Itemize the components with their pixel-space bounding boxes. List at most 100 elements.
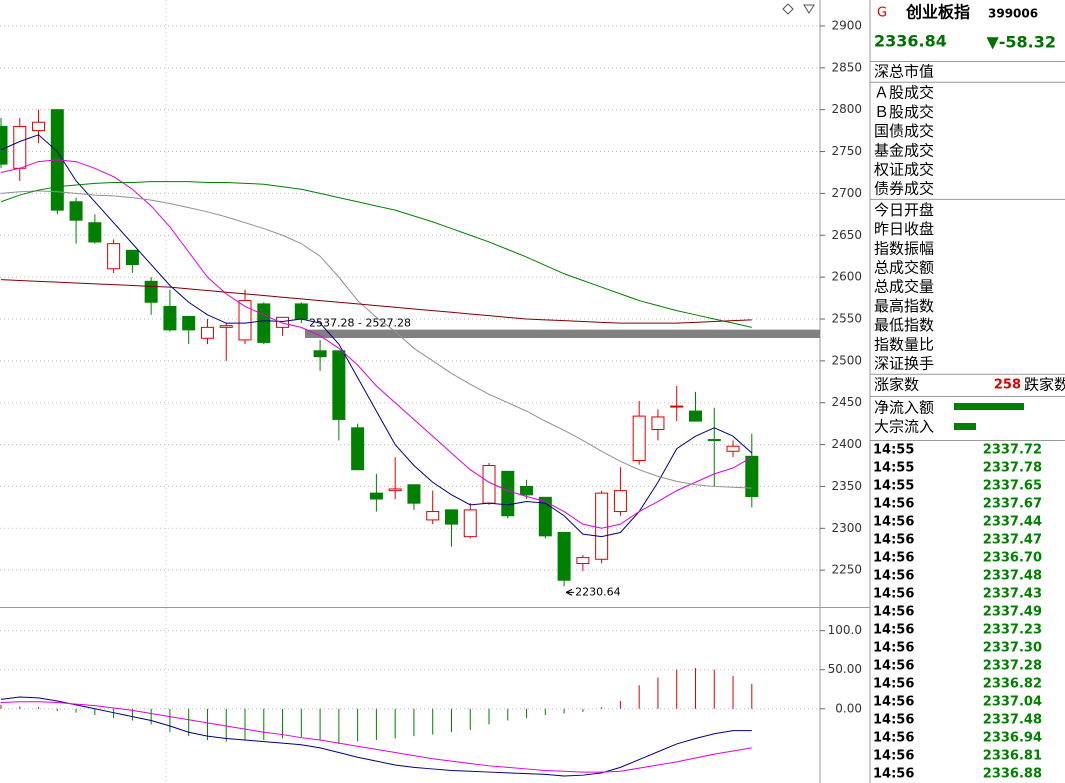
tick-price: 2337.78 bbox=[983, 461, 1042, 476]
candle-body bbox=[576, 557, 590, 564]
candle-body bbox=[726, 445, 740, 452]
y-tick-label: 2650 bbox=[831, 228, 862, 242]
line bbox=[0, 134, 753, 538]
tick-time: 14:56 bbox=[873, 551, 914, 566]
candle-body bbox=[388, 488, 402, 492]
candle-body bbox=[501, 470, 515, 517]
band-label: 2537.28 - 2527.28 bbox=[309, 317, 411, 330]
line bbox=[0, 190, 752, 489]
tick-time: 14:56 bbox=[873, 515, 914, 530]
y-tick-label: 2250 bbox=[831, 563, 862, 577]
tick-price: 2337.67 bbox=[983, 497, 1042, 512]
candle-body bbox=[557, 531, 571, 581]
field-label: 今日开盘 bbox=[874, 201, 934, 219]
candle-body bbox=[276, 316, 290, 328]
tick-time: 14:56 bbox=[873, 731, 914, 746]
index-name: 创业板指 bbox=[905, 3, 970, 22]
tick-price: 2337.04 bbox=[983, 695, 1042, 710]
candle-body bbox=[257, 303, 271, 343]
candle-body bbox=[707, 439, 721, 442]
y-tick-label: 2300 bbox=[831, 521, 862, 535]
index-code: 399006 bbox=[988, 7, 1038, 21]
tick-time: 14:56 bbox=[873, 497, 914, 512]
tick-price: 2337.43 bbox=[983, 587, 1042, 602]
tick-price: 2336.81 bbox=[983, 749, 1042, 764]
advance-count: 258 bbox=[994, 378, 1021, 393]
field-label: 深证换手 bbox=[874, 355, 934, 373]
candle-body bbox=[88, 222, 102, 243]
tick-time: 14:56 bbox=[873, 569, 914, 584]
flow-label: 净流入额 bbox=[874, 399, 934, 417]
field-label: 最低指数 bbox=[874, 316, 934, 334]
tick-price: 2337.48 bbox=[983, 713, 1042, 728]
candle-body bbox=[163, 305, 177, 331]
tick-price: 2337.47 bbox=[983, 533, 1042, 548]
field-label: 总成交额 bbox=[874, 259, 934, 277]
y-tick-label: 50.00 bbox=[828, 662, 862, 676]
flow-bar bbox=[954, 423, 976, 430]
field-label: 最高指数 bbox=[874, 297, 934, 315]
y-tick-label: 2500 bbox=[831, 353, 862, 367]
tick-time: 14:56 bbox=[873, 749, 914, 764]
candle-body bbox=[219, 325, 233, 328]
candle-body bbox=[520, 485, 534, 496]
tick-price: 2337.23 bbox=[983, 623, 1042, 638]
line bbox=[0, 279, 752, 324]
candle-body bbox=[351, 427, 365, 471]
tick-time: 14:56 bbox=[873, 767, 914, 782]
candle-body bbox=[125, 249, 139, 266]
advance-label: 涨家数 bbox=[874, 376, 919, 394]
y-tick-label: 2800 bbox=[831, 102, 862, 116]
candle-body bbox=[69, 201, 83, 221]
decline-label: 跌家数 bbox=[1024, 376, 1065, 394]
y-tick-label: 2700 bbox=[831, 186, 862, 200]
tick-time: 14:55 bbox=[873, 461, 914, 476]
candle-body bbox=[426, 511, 440, 521]
low-label: 2230.64 bbox=[575, 585, 621, 598]
field-label: 债券成交 bbox=[874, 180, 934, 198]
tick-price: 2337.48 bbox=[983, 569, 1042, 584]
candle-body bbox=[369, 492, 383, 500]
candle-body bbox=[595, 492, 609, 560]
candle-body bbox=[332, 350, 346, 420]
tick-price: 2337.44 bbox=[983, 515, 1042, 530]
tick-time: 14:55 bbox=[873, 479, 914, 494]
candle-body bbox=[688, 410, 702, 422]
y-tick-label: 2550 bbox=[831, 311, 862, 325]
candle-body bbox=[238, 300, 252, 341]
tick-price: 2337.65 bbox=[983, 479, 1042, 494]
flow-bar bbox=[954, 403, 1024, 410]
flow-label: 大宗流入 bbox=[874, 418, 934, 436]
candle-body bbox=[632, 415, 646, 461]
y-tick-label: 2400 bbox=[831, 437, 862, 451]
low-arrow bbox=[565, 588, 575, 596]
candle-body bbox=[0, 125, 8, 165]
candle-body bbox=[182, 315, 196, 331]
price-band bbox=[305, 329, 820, 339]
y-tick-label: 2850 bbox=[831, 60, 862, 74]
tick-time: 14:56 bbox=[873, 623, 914, 638]
field-label: 总成交量 bbox=[874, 278, 934, 296]
flag: G bbox=[877, 6, 887, 21]
y-tick-label: 100.0 bbox=[828, 623, 862, 637]
icon[interactable] bbox=[782, 3, 794, 15]
y-tick-label: 2900 bbox=[831, 18, 862, 32]
y-tick-label: 2350 bbox=[831, 479, 862, 493]
candle-body bbox=[444, 509, 458, 525]
price: 2336.84 bbox=[874, 32, 947, 51]
candle-body bbox=[651, 416, 665, 431]
tick-time: 14:56 bbox=[873, 641, 914, 656]
icon[interactable] bbox=[803, 4, 815, 14]
tick-price: 2336.70 bbox=[983, 551, 1042, 566]
tick-time: 14:56 bbox=[873, 677, 914, 692]
candle-body bbox=[463, 509, 477, 538]
line bbox=[0, 701, 752, 773]
tick-time: 14:56 bbox=[873, 533, 914, 548]
tick-price: 2336.94 bbox=[983, 731, 1042, 746]
candle-body bbox=[200, 326, 214, 339]
field-label: Ａ股成交 bbox=[874, 84, 934, 102]
y-tick-label: 0.00 bbox=[835, 701, 862, 715]
